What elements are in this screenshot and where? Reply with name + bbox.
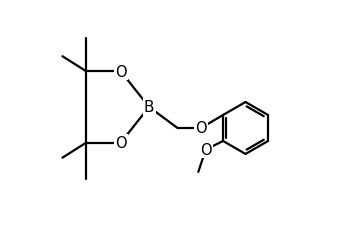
Text: O: O <box>115 136 126 151</box>
Text: O: O <box>195 121 207 136</box>
Text: O: O <box>200 143 212 158</box>
Text: O: O <box>115 64 126 79</box>
Text: B: B <box>144 100 154 115</box>
